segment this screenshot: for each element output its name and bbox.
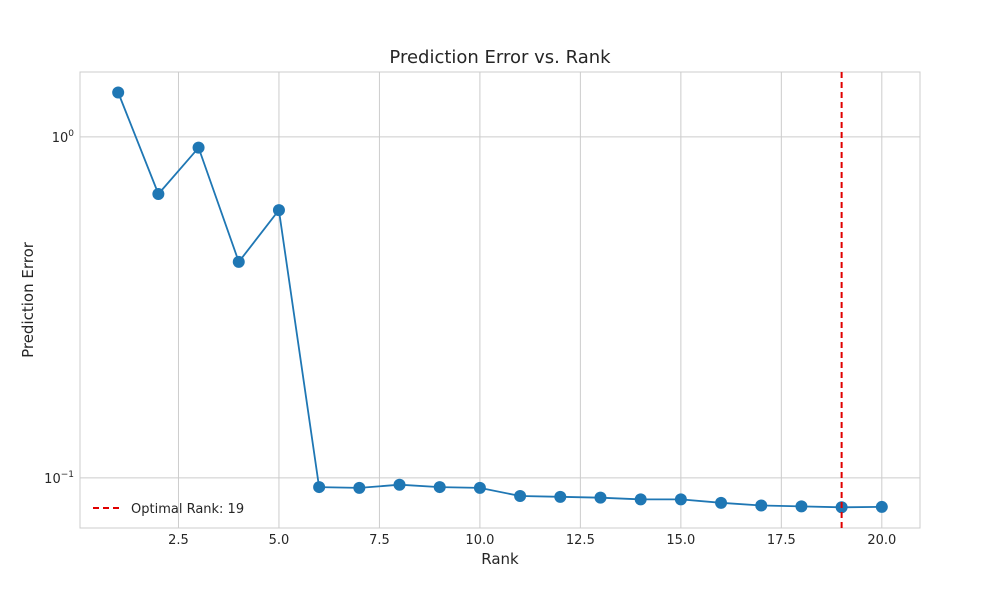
y-axis-title: Prediction Error [19, 241, 37, 358]
y-tick-label: 10−1 [44, 470, 74, 487]
legend: Optimal Rank: 19 [93, 502, 244, 517]
x-tick-label: 12.5 [566, 533, 595, 548]
data-point [594, 491, 607, 504]
legend-label-optimal-rank: Optimal Rank: 19 [131, 502, 244, 517]
x-tick-label: 20.0 [867, 533, 896, 548]
chart-title: Prediction Error vs. Rank [389, 47, 611, 68]
data-point [473, 481, 486, 494]
data-point [232, 255, 245, 268]
x-tick-label: 10.0 [465, 533, 494, 548]
x-tick-label: 15.0 [666, 533, 695, 548]
data-point [755, 499, 768, 512]
x-axis-ticks: 2.5 5.0 7.5 10.0 12.5 15.0 17.5 20.0 [168, 533, 896, 548]
y-tick-label: 100 [52, 129, 75, 146]
x-tick-label: 17.5 [767, 533, 796, 548]
grid-lines [80, 72, 920, 528]
data-point [353, 481, 366, 494]
plot-background [80, 72, 920, 528]
y-axis-ticks: 100 10−1 [44, 129, 74, 487]
data-point [313, 481, 326, 494]
data-point [433, 481, 446, 494]
x-tick-label: 5.0 [269, 533, 290, 548]
plot-frame [79, 71, 921, 529]
data-point [514, 489, 527, 502]
data-point [272, 204, 285, 217]
data-point [112, 86, 125, 99]
data-point [875, 500, 888, 513]
series-line [117, 92, 882, 509]
data-point [554, 490, 567, 503]
data-point [192, 141, 205, 154]
data-point [393, 478, 406, 491]
x-tick-label: 2.5 [168, 533, 189, 548]
x-axis-title: Rank [481, 550, 519, 568]
data-point [674, 493, 687, 506]
series-layer [112, 86, 888, 514]
data-point [634, 493, 647, 506]
data-point [152, 188, 165, 201]
x-tick-label: 7.5 [369, 533, 390, 548]
data-point [795, 500, 808, 513]
data-point [715, 496, 728, 509]
